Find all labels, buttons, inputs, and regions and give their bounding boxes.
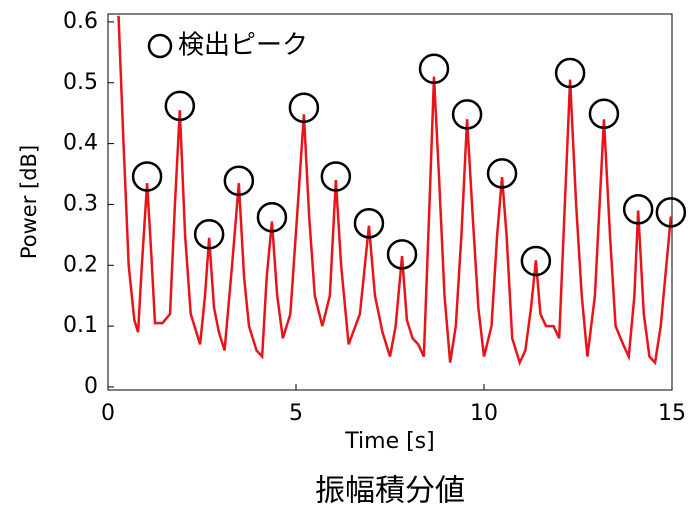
y-tick-label: 0.3 [63, 191, 98, 216]
legend-marker [147, 33, 173, 59]
y-axis-label: Power [dB] [17, 145, 41, 259]
peak-marker [256, 201, 288, 233]
peak-marker [288, 92, 320, 123]
y-tick-label: 0.6 [63, 9, 98, 34]
peak-marker [320, 161, 352, 192]
peak-marker [451, 99, 483, 130]
y-tick-label: 0.2 [63, 252, 98, 277]
signal-line [117, 15, 672, 367]
peak-marker [418, 53, 450, 85]
peak-marker [223, 165, 255, 196]
peak-marker [622, 194, 654, 225]
y-tick-label: 0.5 [63, 70, 98, 95]
peak-marker [164, 90, 196, 122]
peak-marker [131, 161, 163, 192]
peak-marker [588, 98, 620, 130]
legend-label: 検出ピーク [178, 31, 308, 61]
peak-marker [386, 239, 418, 270]
x-axis-label: Time [s] [344, 429, 434, 454]
caption: 振幅積分値 [315, 474, 465, 509]
y-tick-label: 0 [84, 374, 98, 399]
x-tick-label: 15 [658, 401, 686, 426]
x-tick-label: 0 [101, 401, 115, 426]
plot-frame [107, 13, 673, 391]
y-tick-label: 0.4 [63, 131, 98, 156]
peak-marker [486, 158, 518, 189]
x-tick-label: 5 [289, 401, 303, 426]
peak-marker [554, 57, 586, 89]
y-tick-label: 0.1 [63, 313, 98, 338]
peak-marker [655, 197, 687, 228]
peak-marker [193, 218, 225, 250]
x-tick-label: 10 [470, 401, 498, 426]
peak-marker [520, 245, 552, 277]
peak-marker [353, 208, 385, 239]
